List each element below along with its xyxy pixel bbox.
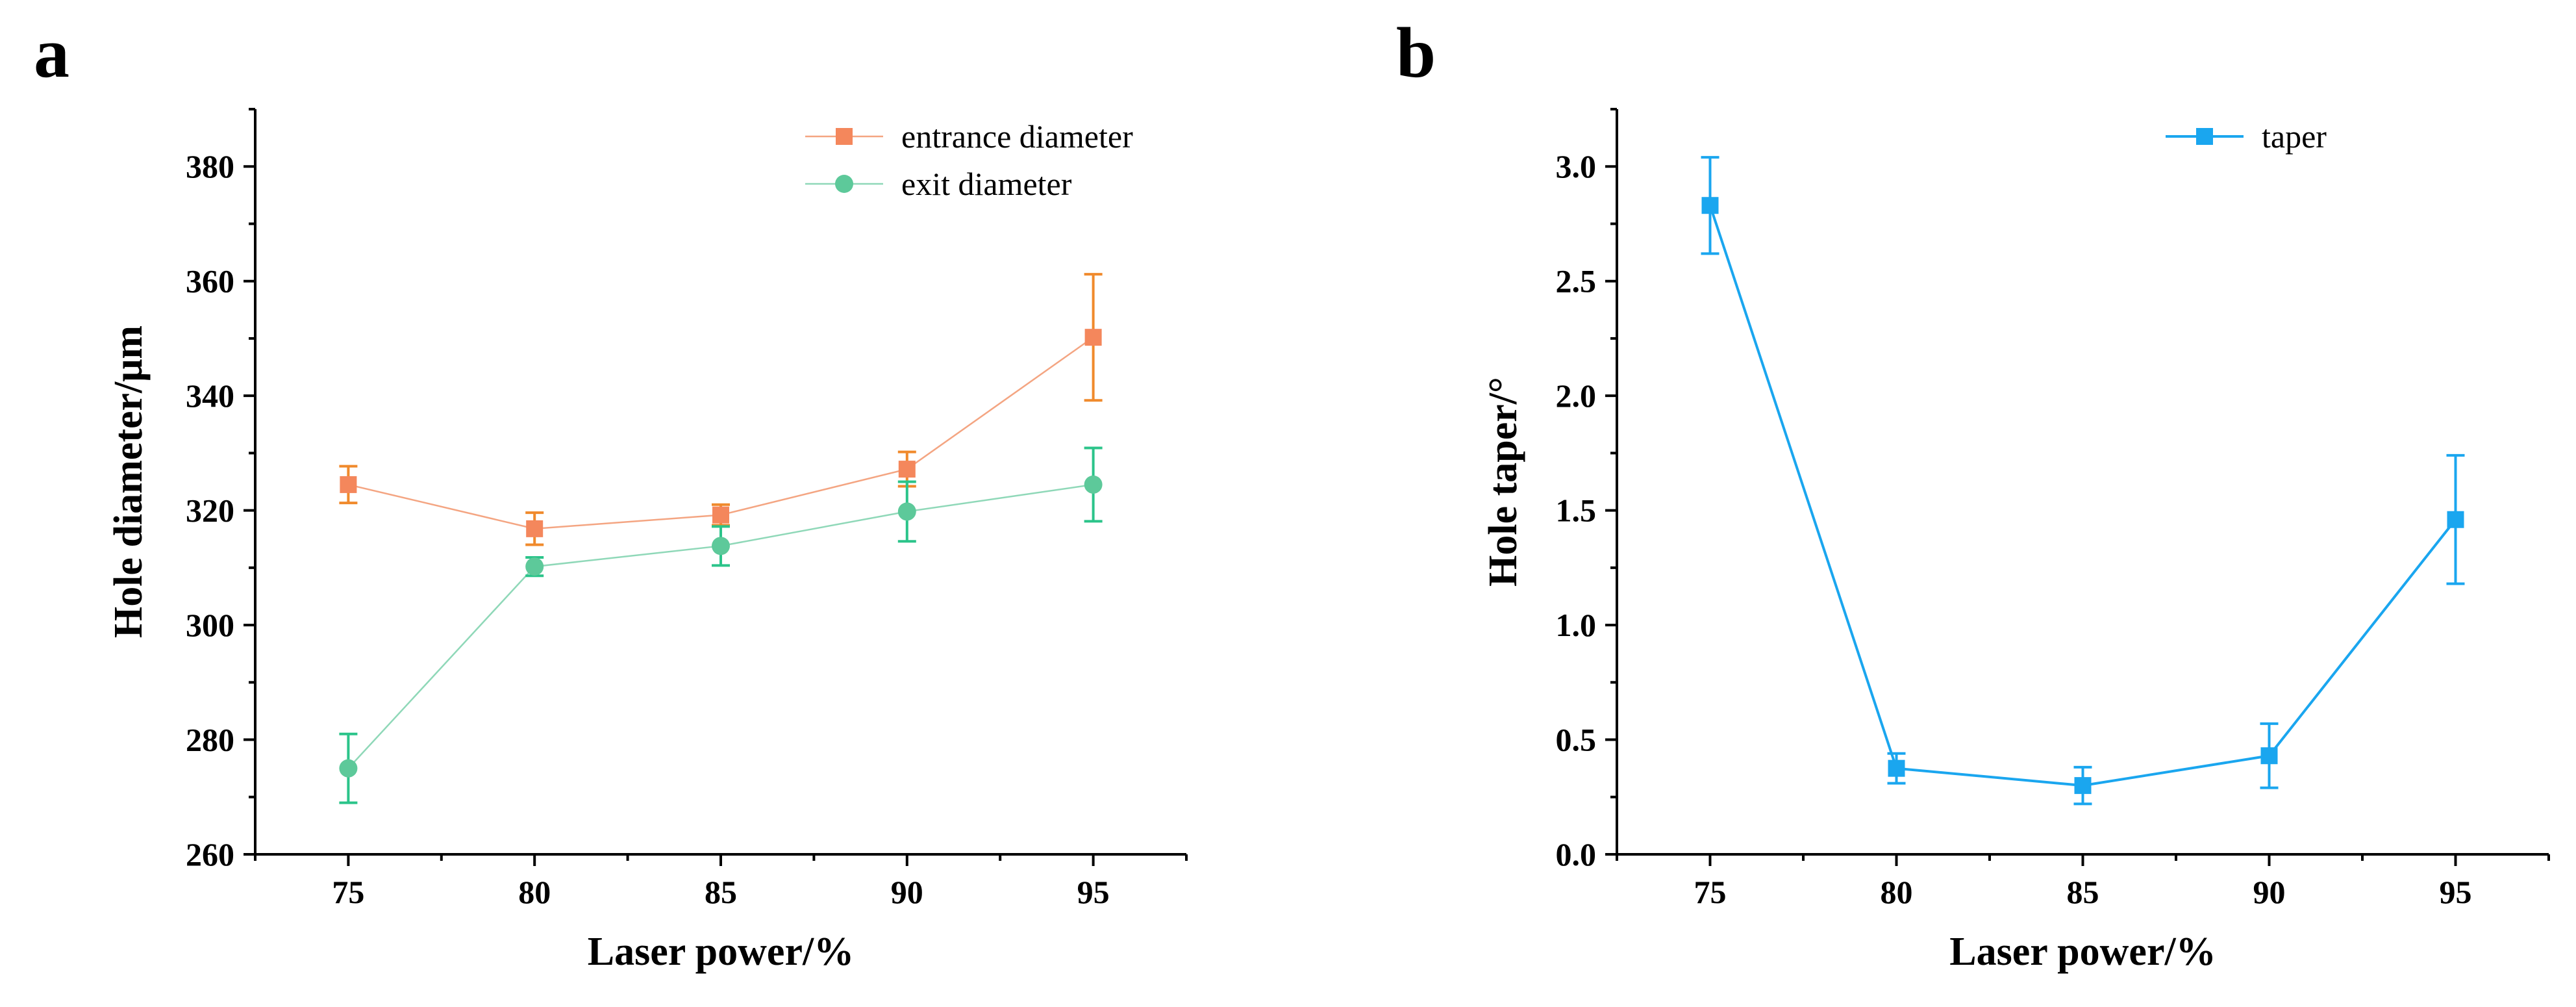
y-tick-label: 260 — [186, 836, 234, 873]
legend-entry: exit diameter — [805, 166, 1072, 202]
x-tick-label: 90 — [891, 874, 923, 910]
panel-label-a: a — [34, 13, 69, 92]
y-tick-label: 280 — [186, 722, 234, 758]
x-axis-title: Laser power/% — [1949, 930, 2216, 974]
chart-panel-b: 75 80 85 90 95 0.0 0.5 1.0 1.5 2.0 2.5 3.0 Laser pow… — [1481, 108, 2550, 974]
legend-label: exit diameter — [901, 166, 1072, 202]
y-tick-label: 1.5 — [1556, 492, 1597, 529]
legend-marker — [2196, 128, 2213, 145]
data-point — [340, 476, 357, 493]
y-tick-label: 3.0 — [1556, 148, 1597, 185]
y-tick-label: 340 — [186, 377, 234, 414]
data-point — [339, 759, 358, 778]
panel-label-b: b — [1396, 13, 1436, 92]
data-point — [1701, 197, 1719, 214]
series-taper — [1701, 156, 2465, 806]
y-tick-label: 2.0 — [1556, 377, 1597, 414]
y-tick-label: 360 — [186, 263, 234, 300]
series-line — [1708, 205, 2457, 787]
series-exit-diameter — [339, 446, 1103, 804]
data-point — [897, 502, 916, 521]
x-tick-label: 85 — [705, 874, 737, 910]
y-tick-label: 300 — [186, 607, 234, 643]
data-point — [2260, 747, 2278, 765]
y-tick-label: 1.0 — [1556, 607, 1597, 643]
x-tick-label: 75 — [332, 874, 364, 910]
data-point — [1084, 475, 1103, 494]
y-tick-label: 2.5 — [1556, 263, 1597, 300]
legend-entry: entrance diameter — [805, 118, 1133, 155]
data-point — [526, 520, 544, 537]
data-point — [898, 461, 916, 478]
data-point — [525, 557, 544, 576]
legend-entry: taper — [2166, 118, 2327, 155]
data-point — [1084, 329, 1102, 346]
data-point — [712, 537, 730, 555]
y-axis-title: Hole diameter/μm — [106, 325, 151, 638]
y-tick-label: 380 — [186, 148, 234, 185]
y-tick-label: 0.0 — [1556, 836, 1597, 873]
data-point — [712, 506, 729, 524]
x-tick-label: 90 — [2253, 874, 2286, 910]
x-tick-label: 85 — [2067, 874, 2099, 910]
legend-label: entrance diameter — [901, 118, 1133, 155]
y-axis-title: Hole taper/° — [1481, 377, 1525, 587]
x-tick-label: 95 — [2440, 874, 2472, 910]
y-tick-label: 320 — [186, 492, 234, 529]
data-point — [2074, 777, 2092, 795]
legend-label: taper — [2262, 118, 2327, 155]
data-point — [1888, 759, 1905, 777]
x-tick-label: 80 — [1881, 874, 1913, 910]
x-axis-title: Laser power/% — [588, 930, 854, 974]
legend-marker — [836, 128, 853, 145]
chart-panel-a: 75 80 85 90 95 260 280 300 320 340 360 380 Laser pow… — [106, 108, 1188, 974]
y-tick-label: 0.5 — [1556, 722, 1597, 758]
x-tick-label: 95 — [1077, 874, 1110, 910]
x-tick-label: 80 — [518, 874, 551, 910]
x-tick-label: 75 — [1694, 874, 1727, 910]
series-entrance-diameter — [339, 273, 1103, 546]
data-point — [2447, 511, 2464, 528]
legend-marker — [835, 175, 853, 193]
